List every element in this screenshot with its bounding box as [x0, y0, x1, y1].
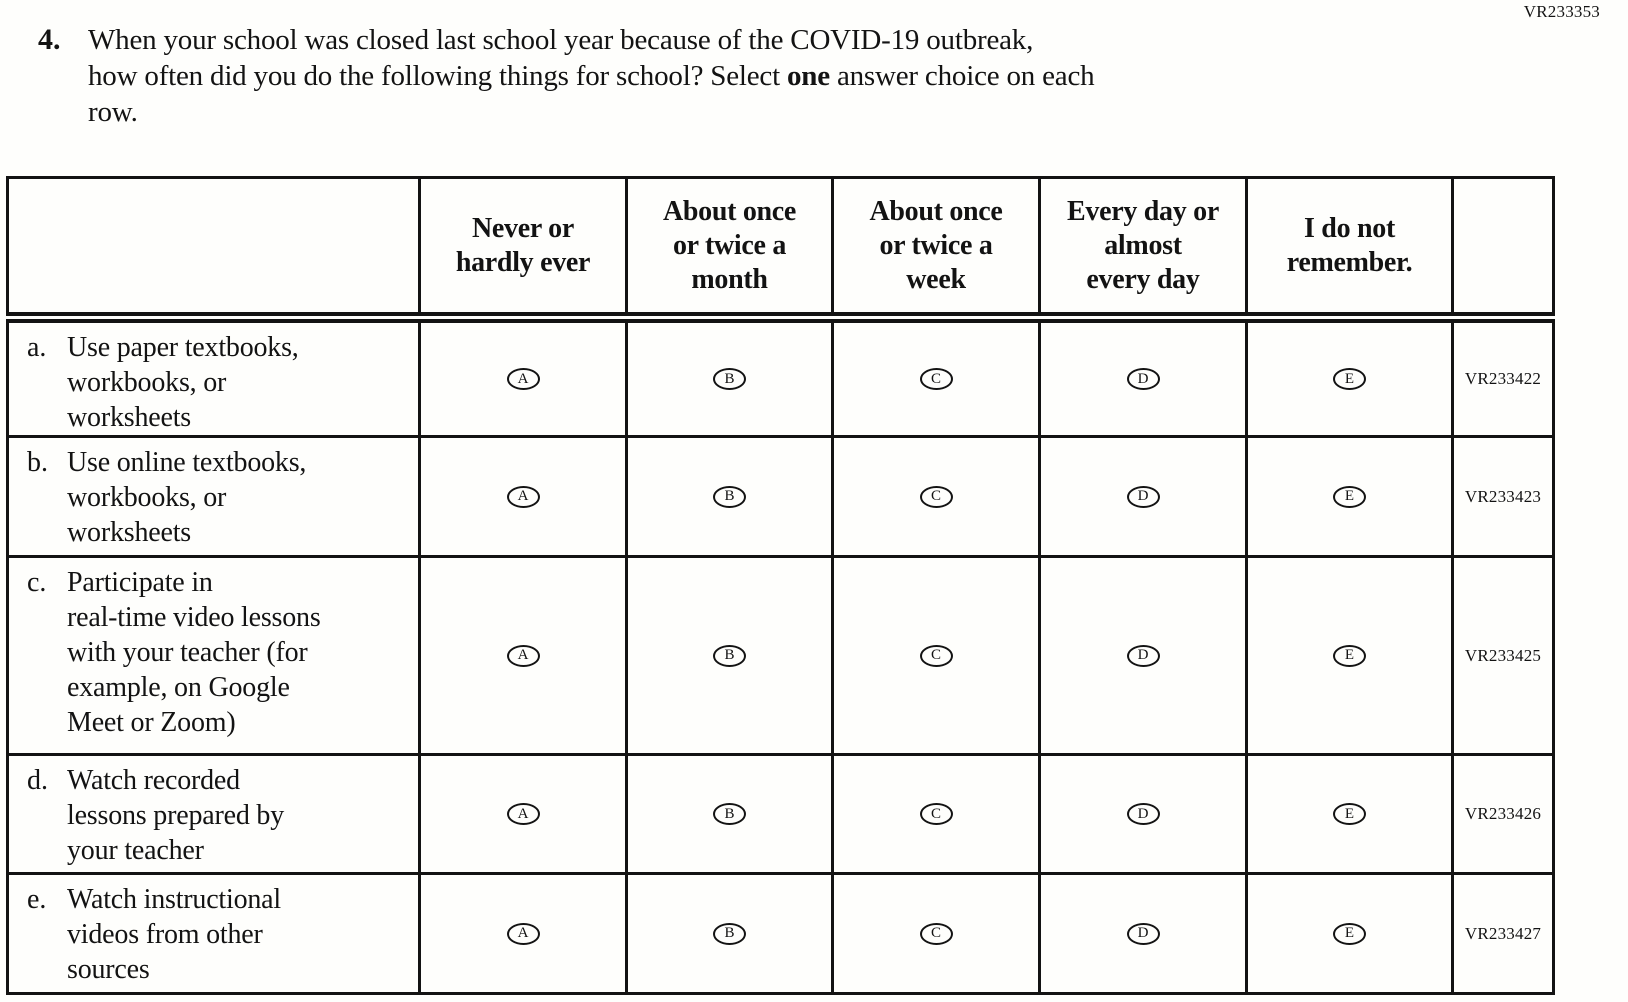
question-line-1: When your school was closed last school …: [88, 24, 1034, 56]
answer-bubble-b-A[interactable]: A: [506, 485, 540, 508]
answer-bubble-c-B[interactable]: B: [713, 644, 746, 667]
table-row-b: b. Use online textbooks, workbooks, or w…: [6, 435, 1555, 558]
question-line-2: how often did you do the following thing…: [88, 60, 1095, 92]
answer-bubble-b-D[interactable]: D: [1126, 485, 1160, 508]
question-line-3: row.: [88, 96, 138, 128]
row-a-code: VR233422: [1451, 316, 1555, 438]
header-every-day: Every day or almost every day: [1038, 176, 1248, 323]
answer-bubble-c-E[interactable]: E: [1333, 644, 1366, 667]
header-blank-code: [1451, 176, 1555, 323]
table-row-c: c. Participate in real-time video lesson…: [6, 555, 1555, 756]
question-number: 4.: [38, 23, 61, 56]
answer-bubble-d-A[interactable]: A: [506, 803, 540, 825]
answer-bubble-d-E[interactable]: E: [1333, 803, 1366, 825]
table-row-e: e. Watch instructional videos from other…: [6, 872, 1555, 995]
question-block: 4. When your school was closed last scho…: [38, 22, 1538, 130]
answer-bubble-d-B[interactable]: B: [713, 803, 746, 825]
answer-bubble-b-E[interactable]: E: [1333, 485, 1366, 508]
row-b-label: b. Use online textbooks, workbooks, or w…: [6, 435, 421, 558]
answer-bubble-e-C[interactable]: C: [919, 922, 953, 945]
answer-bubble-e-B[interactable]: B: [713, 922, 746, 945]
row-b-code: VR233423: [1451, 435, 1555, 558]
header-blank-item: [6, 176, 421, 323]
header-row: Never or hardly ever About once or twice…: [6, 176, 1555, 323]
header-never: Never or hardly ever: [418, 176, 628, 323]
form-code-top-right: VR233353: [1523, 2, 1600, 21]
answer-bubble-b-C[interactable]: C: [919, 485, 953, 508]
row-e-code: VR233427: [1451, 872, 1555, 995]
survey-table: Never or hardly ever About once or twice…: [6, 176, 1555, 995]
answer-bubble-c-C[interactable]: C: [919, 644, 953, 667]
answer-bubble-a-B[interactable]: B: [713, 368, 746, 390]
answer-bubble-c-A[interactable]: A: [506, 644, 540, 667]
answer-bubble-a-A[interactable]: A: [506, 368, 540, 390]
answer-bubble-d-D[interactable]: D: [1126, 803, 1160, 825]
answer-bubble-e-D[interactable]: D: [1126, 922, 1160, 945]
header-once-twice-week: About once or twice a week: [831, 176, 1041, 323]
answer-bubble-a-D[interactable]: D: [1126, 368, 1160, 390]
row-d-code: VR233426: [1451, 753, 1555, 875]
row-c-label: c. Participate in real-time video lesson…: [6, 555, 421, 756]
response-matrix: Never or hardly ever About once or twice…: [6, 176, 1555, 995]
row-d-label: d. Watch recorded lessons prepared by yo…: [6, 753, 421, 875]
answer-bubble-d-C[interactable]: C: [919, 803, 953, 825]
table-row-d: d. Watch recorded lessons prepared by yo…: [6, 753, 1555, 875]
header-once-twice-month: About once or twice a month: [625, 176, 834, 323]
answer-bubble-a-C[interactable]: C: [919, 368, 953, 390]
answer-bubble-b-B[interactable]: B: [713, 485, 746, 508]
row-e-label: e. Watch instructional videos from other…: [6, 872, 421, 995]
answer-bubble-a-E[interactable]: E: [1333, 368, 1366, 390]
question-text: When your school was closed last school …: [88, 22, 1095, 130]
row-a-label: a. Use paper textbooks, workbooks, or wo…: [6, 316, 421, 438]
answer-bubble-c-D[interactable]: D: [1126, 644, 1160, 667]
answer-bubble-e-E[interactable]: E: [1333, 922, 1366, 945]
table-row-a: a. Use paper textbooks, workbooks, or wo…: [6, 316, 1555, 438]
question-bold-word: one: [787, 60, 830, 92]
answer-bubble-e-A[interactable]: A: [506, 922, 540, 945]
header-do-not-remember: I do not remember.: [1245, 176, 1454, 323]
row-c-code: VR233425: [1451, 555, 1555, 756]
